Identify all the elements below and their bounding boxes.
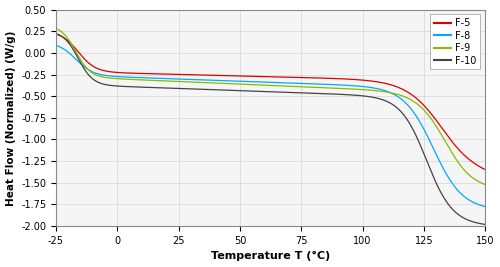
F-9: [75, 54, 81, 57]
F-9: [53, 27, 59, 30]
F-10: [262, 90, 268, 93]
Legend: F-5, F-8, F-9, F-10: F-5, F-8, F-9, F-10: [430, 14, 480, 69]
F-8: [250, 80, 256, 83]
F-5: [470, 160, 476, 164]
F-5: [262, 75, 268, 78]
Line: F-9: F-9: [56, 29, 485, 184]
F-8: [391, 93, 397, 96]
F-8: [53, 44, 59, 47]
F-8: [75, 60, 81, 63]
F-9: [470, 176, 476, 179]
F-10: [75, 56, 81, 59]
F-8: [470, 201, 476, 204]
X-axis label: Temperature Τ (°C): Temperature Τ (°C): [211, 251, 330, 261]
F-5: [470, 160, 476, 164]
Line: F-5: F-5: [56, 34, 485, 170]
F-9: [262, 84, 268, 87]
F-5: [53, 33, 59, 36]
F-10: [482, 223, 488, 226]
Y-axis label: Heat Flow (Normalized) (W/g): Heat Flow (Normalized) (W/g): [6, 30, 16, 206]
F-9: [470, 176, 476, 179]
F-9: [391, 92, 397, 95]
F-8: [262, 80, 268, 84]
F-10: [391, 104, 397, 107]
F-10: [250, 89, 256, 93]
Line: F-10: F-10: [56, 34, 485, 225]
F-10: [53, 32, 59, 35]
F-10: [470, 220, 476, 223]
F-10: [470, 220, 476, 223]
F-5: [391, 84, 397, 87]
Line: F-8: F-8: [56, 45, 485, 207]
F-5: [250, 75, 256, 78]
F-8: [470, 200, 476, 203]
F-9: [250, 83, 256, 86]
F-5: [75, 50, 81, 53]
F-9: [482, 183, 488, 186]
F-5: [482, 168, 488, 171]
F-8: [482, 205, 488, 208]
